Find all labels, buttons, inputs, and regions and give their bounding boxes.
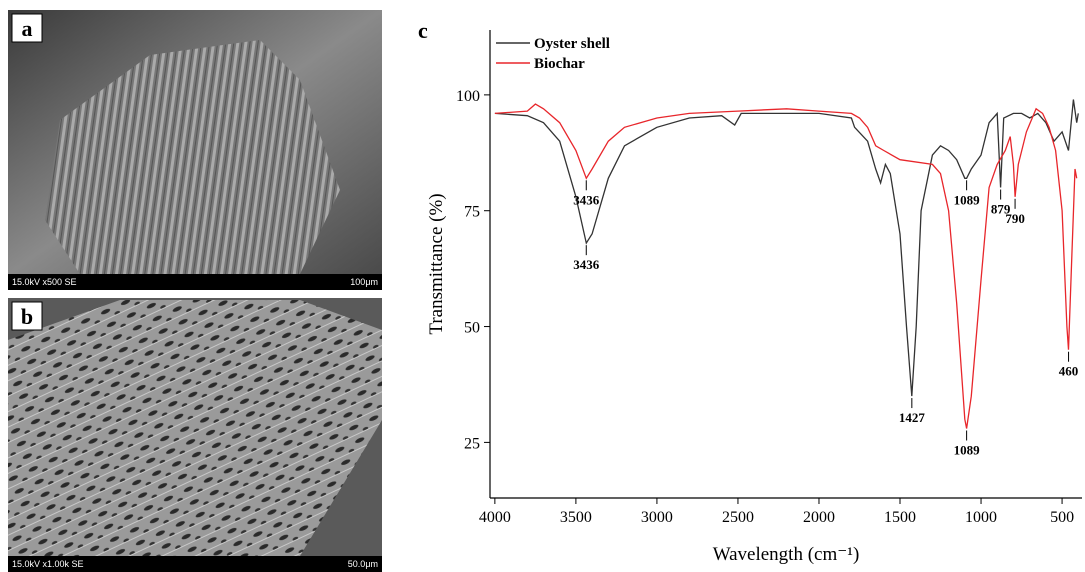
x-axis-label: Wavelength (cm⁻¹) (713, 544, 860, 565)
annotation-label: 879 (991, 202, 1011, 217)
annotation-label: 1089 (954, 192, 981, 207)
annotation-label: 3436 (573, 257, 600, 272)
legend-label: Oyster shell (534, 36, 610, 52)
y-axis-label: Transmittance (%) (426, 193, 447, 334)
panel-label: c (418, 18, 428, 43)
sem-scale: 50.0μm (348, 559, 378, 569)
legend-label: Biochar (534, 56, 585, 72)
annotation-label: 1089 (954, 442, 981, 457)
y-tick-label: 50 (464, 320, 480, 337)
panel-label: b (21, 304, 33, 329)
annotation-label: 460 (1059, 364, 1079, 379)
x-tick-label: 2500 (722, 509, 754, 526)
x-tick-label: 4000 (479, 509, 511, 526)
y-tick-label: 100 (456, 88, 480, 105)
y-tick-label: 75 (464, 204, 480, 221)
sem-panel-b: 15.0kV x1.00k SE 50.0μm b (8, 298, 382, 572)
annotation-label: 3436 (573, 192, 600, 207)
series-line (494, 99, 1079, 397)
sem-caption: 15.0kV x1.00k SE (12, 559, 84, 569)
sem-caption: 15.0kV x500 SE (12, 277, 77, 287)
sem-panel-a: 15.0kV x500 SE 100μm a (8, 10, 382, 290)
x-tick-label: 500 (1050, 509, 1074, 526)
sem-scale: 100μm (350, 277, 378, 287)
annotation-label: 790 (1005, 211, 1025, 226)
x-tick-label: 2000 (803, 509, 835, 526)
panel-label: a (22, 16, 33, 41)
series-line (494, 103, 1078, 429)
x-tick-label: 1500 (884, 509, 916, 526)
annotation-label: 1427 (899, 410, 926, 425)
x-tick-label: 3000 (641, 509, 673, 526)
x-tick-label: 1000 (965, 509, 997, 526)
y-tick-label: 25 (464, 435, 480, 452)
x-tick-label: 3500 (560, 509, 592, 526)
